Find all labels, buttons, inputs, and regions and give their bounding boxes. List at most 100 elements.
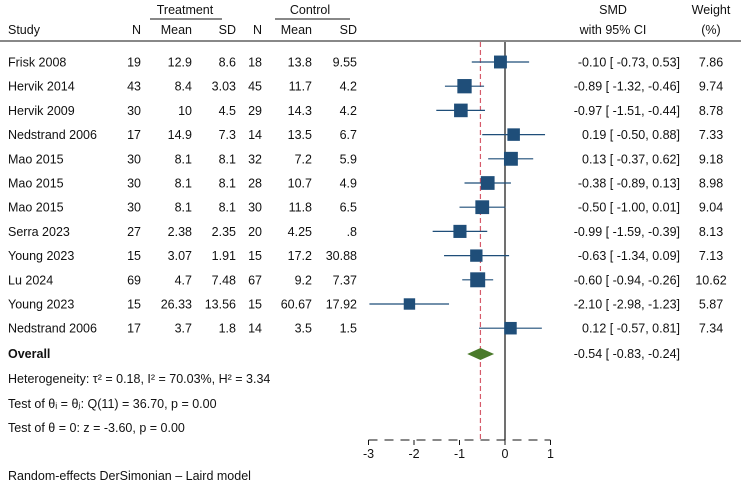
cell-mean-t: 3.07 [168,249,192,263]
cell-sd-t: 8.1 [219,201,236,215]
cell-mean-t: 8.4 [175,80,192,94]
cell-study: Young 2023 [8,298,74,312]
cell-study: Serra 2023 [8,225,70,239]
test-zero-effect: Test of θ = 0: z = -3.60, p = 0.00 [8,421,185,435]
cell-sd-t: 7.3 [219,128,236,142]
cell-n-c: 14 [248,128,262,142]
cell-weight: 5.87 [699,298,723,312]
cell-weight: 8.98 [699,177,723,191]
cell-study: Mao 2015 [8,152,64,166]
cell-sd-t: 8.1 [219,177,236,191]
cell-study: Lu 2024 [8,273,53,287]
cell-weight: 10.62 [695,273,726,287]
cell-mean-c: 11.8 [289,201,312,215]
cell-n-c: 67 [248,273,262,287]
cell-sd-t: 3.03 [212,80,236,94]
col-header-sd-control: SD [340,23,357,37]
cell-smd-ci: 0.19 [ -0.50, 0.88] [582,128,680,142]
cell-mean-c: 10.7 [288,177,312,191]
cell-n-c: 45 [248,80,262,94]
cell-n-t: 15 [127,298,141,312]
cell-smd-ci: 0.12 [ -0.57, 0.81] [582,322,680,336]
cell-smd-ci: -0.97 [ -1.51, -0.44] [574,104,680,118]
cell-sd-c: 6.7 [340,128,357,142]
cell-n-t: 15 [127,249,141,263]
cell-mean-t: 10 [178,104,192,118]
effect-marker [453,224,467,238]
effect-marker [503,151,518,166]
x-axis-tick-label: 1 [547,447,554,461]
cell-mean-t: 8.1 [175,177,192,191]
cell-n-c: 15 [248,249,262,263]
plot-area: -3 -2 -1 0 1 [363,42,554,461]
cell-mean-t: 14.9 [168,128,192,142]
col-header-n-treatment: N [132,23,141,37]
cell-study: Nedstrand 2006 [8,322,97,336]
col-header-n-control: N [253,23,262,37]
effect-marker [480,176,495,190]
cell-n-t: 30 [127,152,141,166]
cell-smd-ci: -0.38 [ -0.89, 0.13] [578,177,680,191]
cell-n-t: 43 [127,80,141,94]
x-axis-tick-label: -2 [408,447,419,461]
cell-sd-t: 1.91 [212,249,236,263]
overall-diamond [467,348,495,360]
overall-ci-text: -0.54 [ -0.83, -0.24] [574,347,680,361]
col-header-weight: Weight [692,3,731,17]
cell-weight: 9.74 [699,80,723,94]
heterogeneity-stat: Heterogeneity: τ² = 0.18, I² = 70.03%, H… [8,372,270,386]
col-header-weight-unit: (%) [701,23,720,37]
cell-smd-ci: -0.63 [ -1.34, 0.09] [578,249,680,263]
cell-n-c: 32 [248,152,262,166]
cell-n-c: 20 [248,225,262,239]
cell-n-c: 14 [248,322,262,336]
x-axis-tick-label: 0 [502,447,509,461]
col-header-smd-ci: with 95% CI [579,23,647,37]
cell-n-c: 18 [248,56,262,70]
col-header-mean-control: Mean [281,23,312,37]
cell-n-t: 69 [127,273,141,287]
cell-weight: 7.86 [699,56,723,70]
col-header-mean-treatment: Mean [161,23,192,37]
effect-marker [494,55,507,69]
cell-smd-ci: -0.50 [ -1.00, 0.01] [578,201,680,215]
cell-mean-c: 60.67 [281,298,312,312]
cell-weight: 7.33 [699,128,723,142]
cell-n-c: 29 [248,104,262,118]
cell-n-t: 19 [127,56,141,70]
cell-mean-t: 26.33 [161,298,192,312]
cell-weight: 9.18 [699,152,723,166]
model-note: Random-effects DerSimonian – Laird model [8,469,251,483]
cell-mean-c: 9.2 [295,273,312,287]
effect-marker [454,103,468,118]
cell-mean-t: 2.38 [168,225,192,239]
cell-sd-t: 2.35 [212,225,236,239]
cell-n-c: 30 [248,201,262,215]
cell-mean-t: 8.1 [175,152,192,166]
cell-study: Frisk 2008 [8,56,66,70]
cell-sd-c: 17.92 [326,298,357,312]
effect-marker [470,272,486,288]
cell-study: Mao 2015 [8,177,64,191]
cell-study: Nedstrand 2006 [8,128,97,142]
cell-sd-c: 4.9 [340,177,357,191]
x-axis-tick-label: -3 [363,447,374,461]
cell-mean-t: 4.7 [175,273,192,287]
cell-weight: 8.78 [699,104,723,118]
cell-n-t: 30 [127,201,141,215]
cell-smd-ci: -0.60 [ -0.94, -0.26] [574,273,680,287]
control-group-header: Control [290,3,330,17]
cell-sd-t: 7.48 [212,273,236,287]
cell-study: Hervik 2014 [8,80,75,94]
col-header-study: Study [8,23,41,37]
cell-mean-c: 3.5 [295,322,312,336]
cell-sd-c: 30.88 [326,249,357,263]
treatment-group-header: Treatment [157,3,214,17]
cell-weight: 7.34 [699,322,723,336]
cell-sd-c: 9.55 [333,56,357,70]
effect-marker [507,128,520,141]
overall-label: Overall [8,347,50,361]
study-rows: Frisk 2008 19 12.9 8.6 18 13.8 9.55 -0.10 [ -0.… [8,56,727,336]
cell-smd-ci: 0.13 [ -0.37, 0.62] [582,152,680,166]
